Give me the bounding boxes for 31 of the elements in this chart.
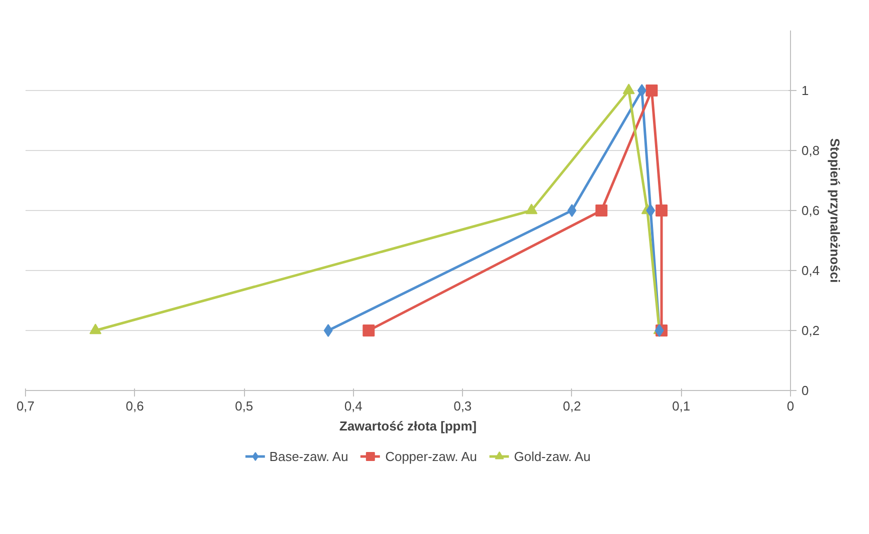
x-tick-label: 0,7 xyxy=(16,398,35,414)
point xyxy=(525,204,538,214)
point xyxy=(637,84,646,97)
point xyxy=(654,324,664,337)
y-tick-label: 0,4 xyxy=(802,263,820,278)
x-tick-label: 0,1 xyxy=(672,398,690,414)
x-tick-label: 0,5 xyxy=(235,398,254,414)
y-tick-label: 0,8 xyxy=(802,143,820,158)
x-tick-label: 0,6 xyxy=(126,398,144,414)
point xyxy=(89,324,102,334)
legend-label: Gold-zaw. Au xyxy=(514,448,591,464)
x-axis-title: Zawartość złota [ppm] xyxy=(339,418,477,434)
x-tick-label: 0,2 xyxy=(562,398,581,414)
point xyxy=(362,324,375,336)
point xyxy=(646,204,656,217)
point xyxy=(567,204,576,217)
y-tick-label: 0,2 xyxy=(802,323,820,338)
point xyxy=(595,204,608,216)
x-tick-label: 0,4 xyxy=(344,398,362,414)
point xyxy=(622,84,635,94)
legend-label: Copper-zaw. Au xyxy=(385,448,477,464)
y-tick-label: 0,6 xyxy=(802,203,820,218)
y-axis-title: Stopień przynależności xyxy=(828,138,843,283)
y-tick-label: 1 xyxy=(802,83,809,98)
y-tick-label: 0 xyxy=(802,383,809,398)
point xyxy=(646,84,658,96)
x-tick-label: 0,3 xyxy=(454,398,472,414)
x-tick-label: 0 xyxy=(786,398,794,414)
legend-label: Base-zaw. Au xyxy=(269,448,348,464)
point xyxy=(324,324,333,337)
point xyxy=(656,204,668,216)
